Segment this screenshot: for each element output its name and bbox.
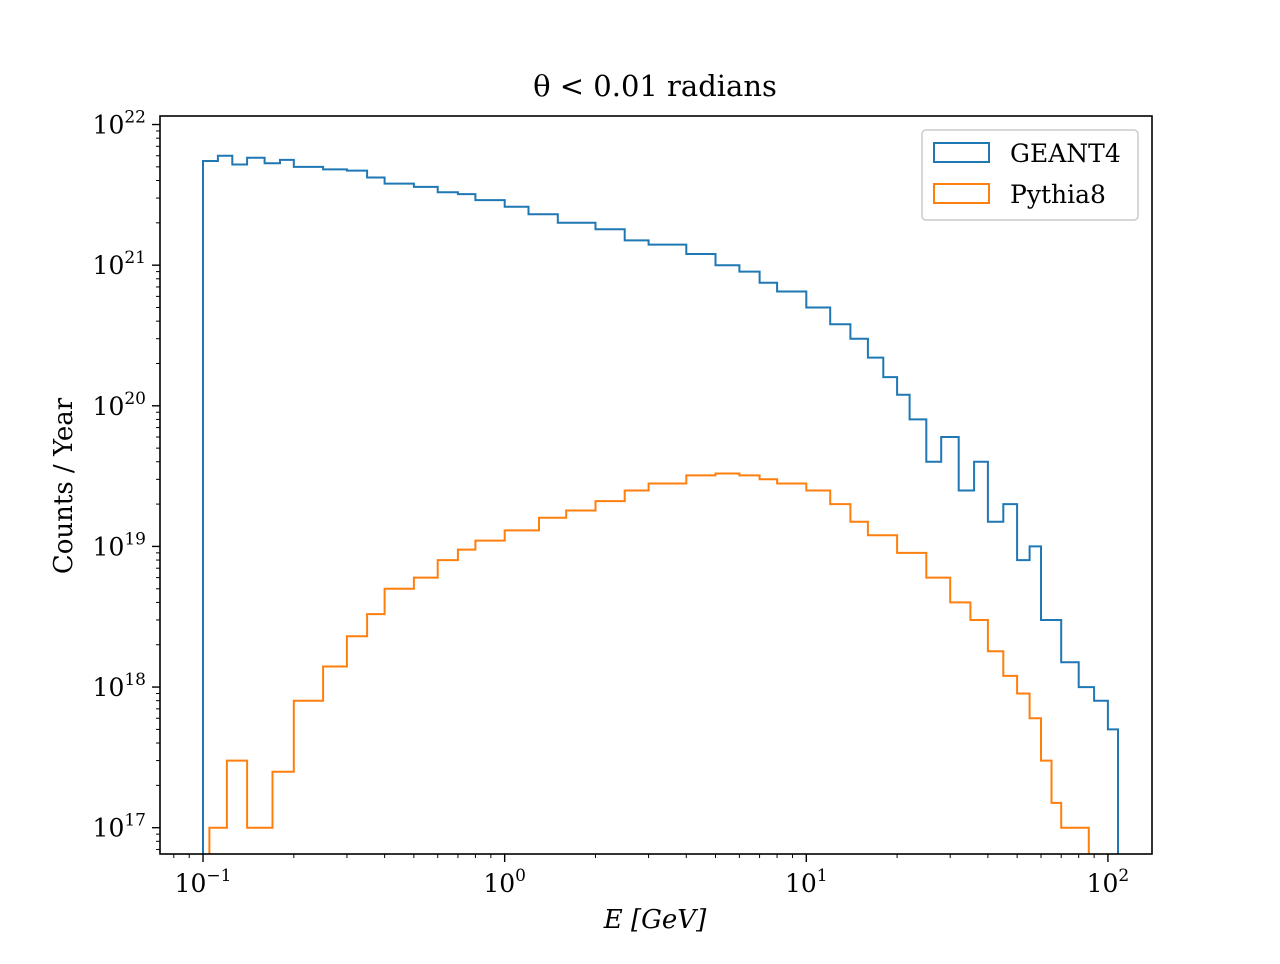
axes-frame: [159, 115, 1153, 855]
y-tick-label: 1022: [93, 108, 146, 140]
y-axis: 1017 1018 1019 1020 1021 1022: [93, 108, 160, 850]
legend-label-geant4: GEANT4: [1010, 139, 1121, 168]
x-axis: 10−1 100 101 102: [173, 854, 1130, 898]
x-tick-label: 102: [1087, 866, 1130, 898]
series-geant4-step-line: [202, 154, 1119, 854]
series-pythia8-step-line: [208, 472, 1090, 854]
y-tick-label: 1021: [93, 248, 146, 280]
chart-title: θ < 0.01 radians: [533, 69, 777, 103]
y-tick-label: 1018: [93, 670, 146, 702]
y-axis-label: Counts / Year: [49, 397, 79, 574]
legend-label-pythia8: Pythia8: [1010, 180, 1106, 209]
y-tick-label: 1019: [93, 529, 146, 561]
x-axis-label: E [GeV]: [603, 905, 707, 935]
legend-box: [921, 129, 1139, 221]
legend-swatch-pythia8: [933, 183, 990, 204]
y-tick-label: 1020: [93, 389, 146, 421]
series-layer: [202, 154, 1119, 854]
legend: GEANT4 Pythia8: [921, 129, 1139, 221]
y-tick-label: 1017: [93, 811, 146, 843]
legend-swatch-geant4: [933, 142, 990, 163]
x-tick-label: 10−1: [175, 866, 232, 898]
x-tick-label: 101: [785, 866, 828, 898]
x-tick-label: 100: [483, 866, 526, 898]
plot-area: [159, 115, 1153, 855]
